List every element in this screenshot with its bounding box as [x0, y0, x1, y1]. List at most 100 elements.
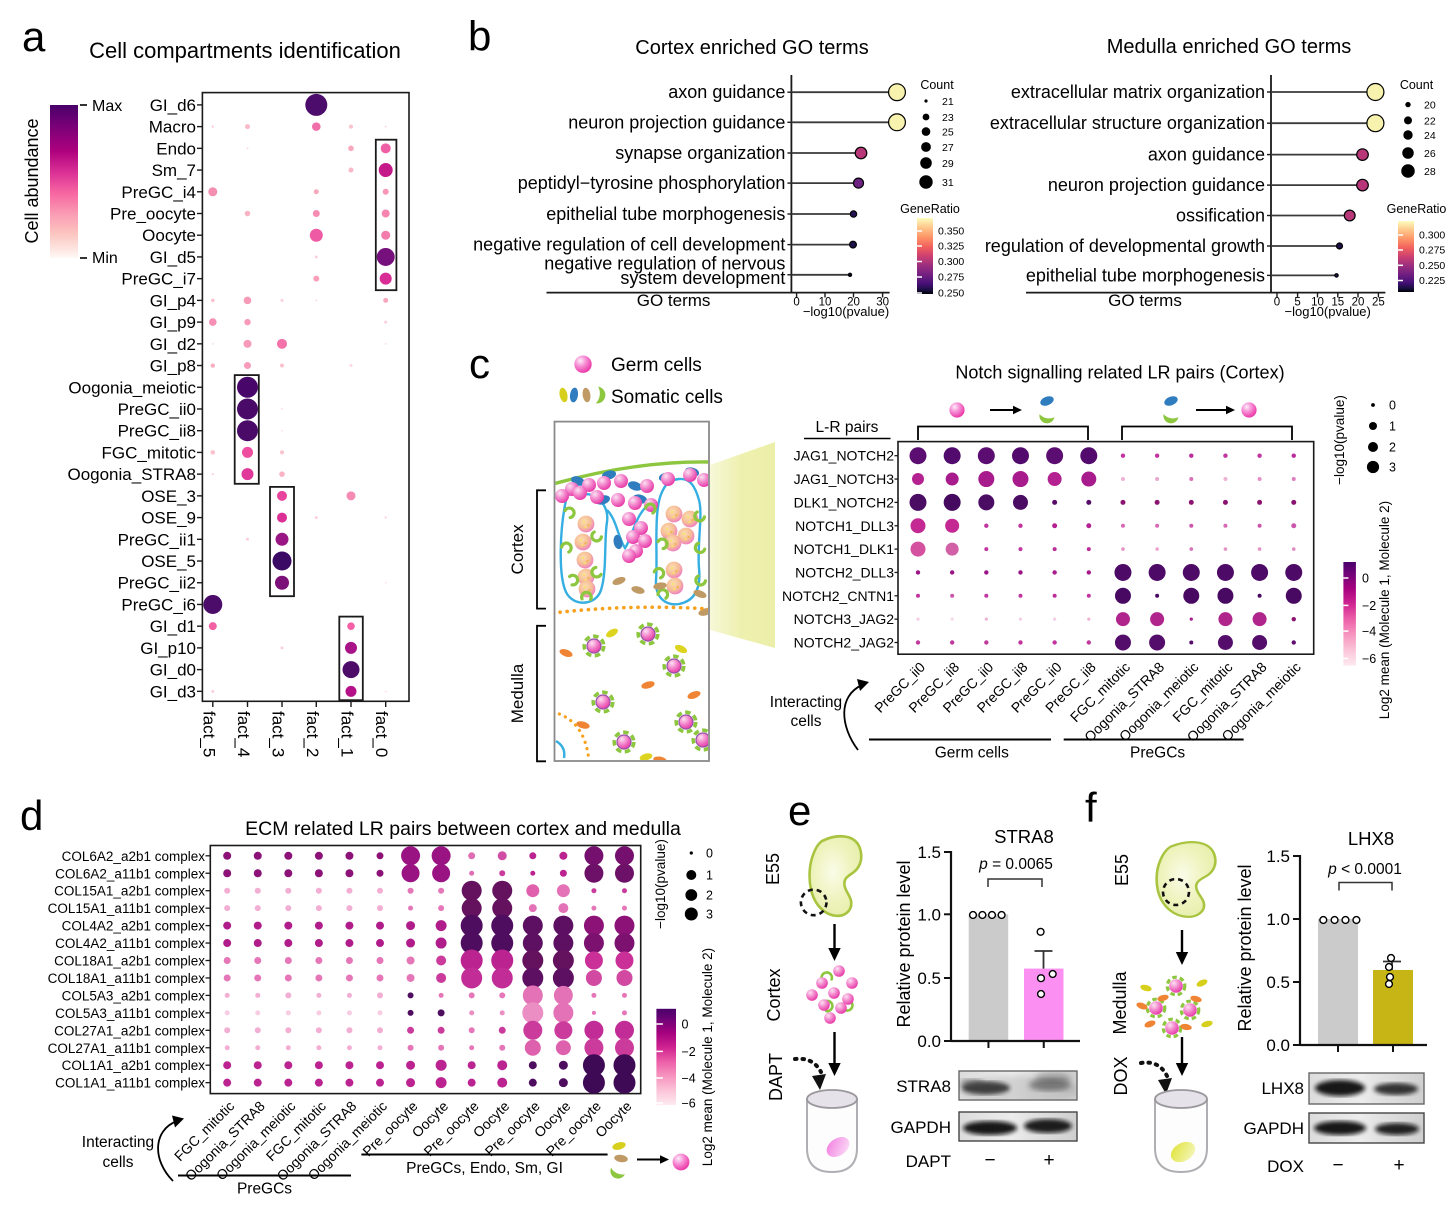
- svg-text:27: 27: [942, 142, 954, 154]
- svg-text:0.325: 0.325: [938, 241, 964, 253]
- svg-text:fact_5: fact_5: [199, 711, 218, 757]
- svg-text:DAPT: DAPT: [766, 1053, 786, 1101]
- svg-text:PreGCs, Endo, Sm, GI: PreGCs, Endo, Sm, GI: [406, 1160, 563, 1177]
- svg-text:COL18A1_a11b1 complex: COL18A1_a11b1 complex: [48, 971, 206, 986]
- svg-text:peptidyl−tyrosine phosphorylat: peptidyl−tyrosine phosphorylation: [518, 173, 786, 193]
- svg-text:Pre_oocyte: Pre_oocyte: [110, 205, 196, 224]
- svg-text:−log10(pvalue): −log10(pvalue): [803, 304, 889, 319]
- svg-text:Germ cells: Germ cells: [611, 355, 702, 376]
- svg-text:PreGC_ii8: PreGC_ii8: [118, 422, 196, 441]
- svg-text:1.0: 1.0: [917, 905, 941, 924]
- svg-text:fact_3: fact_3: [269, 711, 288, 757]
- svg-text:0: 0: [1274, 297, 1280, 309]
- svg-text:COL18A1_a2b1 complex: COL18A1_a2b1 complex: [54, 954, 205, 969]
- svg-text:fact_2: fact_2: [303, 711, 322, 757]
- svg-text:p < 0.0001: p < 0.0001: [1327, 861, 1402, 878]
- svg-text:COL6A2_a2b1 complex: COL6A2_a2b1 complex: [62, 849, 206, 864]
- svg-text:Log2 mean (Molecule 1, Molecul: Log2 mean (Molecule 1, Molecule 2): [1377, 501, 1392, 719]
- svg-text:Oogonia_STRA8: Oogonia_STRA8: [67, 465, 196, 484]
- svg-text:5: 5: [1294, 297, 1300, 309]
- svg-text:Germ cells: Germ cells: [935, 745, 1009, 762]
- svg-text:−2: −2: [1362, 599, 1376, 613]
- svg-text:regulation of developmental gr: regulation of developmental growth: [985, 236, 1265, 256]
- svg-text:PreGC_i6: PreGC_i6: [121, 595, 196, 614]
- svg-text:COL27A1_a11b1 complex: COL27A1_a11b1 complex: [48, 1041, 206, 1056]
- svg-text:GeneRatio: GeneRatio: [900, 202, 960, 216]
- svg-text:−6: −6: [682, 1097, 696, 1111]
- svg-text:−log10(pvalue): −log10(pvalue): [1285, 304, 1371, 319]
- svg-text:−4: −4: [1362, 625, 1376, 639]
- svg-text:OSE_9: OSE_9: [141, 509, 196, 528]
- svg-text:+: +: [1393, 1155, 1404, 1176]
- svg-text:0: 0: [1362, 572, 1369, 586]
- svg-text:Notch signalling related LR pa: Notch signalling related LR pairs (Corte…: [955, 363, 1284, 383]
- svg-text:25: 25: [942, 127, 954, 139]
- svg-text:GI_d0: GI_d0: [150, 661, 196, 680]
- svg-text:b: b: [468, 13, 491, 60]
- svg-text:Sm_7: Sm_7: [152, 161, 196, 180]
- svg-text:−log10(pvalue): −log10(pvalue): [653, 839, 668, 929]
- svg-text:COL4A2_a11b1 complex: COL4A2_a11b1 complex: [55, 936, 205, 951]
- svg-text:26: 26: [1424, 148, 1436, 160]
- svg-text:system development: system development: [620, 268, 785, 288]
- svg-text:0: 0: [682, 1018, 689, 1032]
- svg-text:JAG1_NOTCH2: JAG1_NOTCH2: [794, 448, 895, 464]
- svg-text:PreGC_ii0: PreGC_ii0: [118, 400, 196, 419]
- svg-text:2: 2: [1389, 441, 1396, 455]
- svg-text:epithelial tube morphogenesis: epithelial tube morphogenesis: [546, 204, 785, 224]
- svg-text:30: 30: [876, 297, 889, 309]
- svg-text:STRA8: STRA8: [994, 826, 1054, 847]
- svg-text:Count: Count: [1400, 78, 1434, 92]
- svg-text:1: 1: [1389, 420, 1396, 434]
- svg-text:Cell abundance: Cell abundance: [22, 118, 42, 243]
- svg-text:0: 0: [793, 297, 799, 309]
- svg-text:neuron projection guidance: neuron projection guidance: [1048, 175, 1265, 195]
- svg-text:COL1A1_a11b1 complex: COL1A1_a11b1 complex: [55, 1076, 205, 1091]
- svg-text:3: 3: [1389, 461, 1396, 475]
- svg-text:Max: Max: [92, 98, 122, 115]
- svg-text:epithelial tube morphogenesis: epithelial tube morphogenesis: [1026, 265, 1265, 285]
- svg-text:10: 10: [1311, 297, 1324, 309]
- svg-text:PreGC_i4: PreGC_i4: [121, 183, 196, 202]
- svg-text:GI_p9: GI_p9: [150, 313, 196, 332]
- svg-text:DOX: DOX: [1267, 1157, 1304, 1176]
- svg-text:PreGC_ii2: PreGC_ii2: [118, 574, 196, 593]
- svg-text:0.300: 0.300: [938, 256, 964, 268]
- svg-text:NOTCH3_JAG2: NOTCH3_JAG2: [794, 611, 895, 627]
- svg-text:Min: Min: [92, 250, 118, 267]
- svg-text:0.225: 0.225: [1419, 275, 1445, 287]
- svg-text:COL1A1_a2b1 complex: COL1A1_a2b1 complex: [62, 1058, 206, 1073]
- svg-text:L-R pairs: L-R pairs: [816, 419, 879, 436]
- svg-text:0: 0: [1389, 399, 1396, 413]
- svg-text:GI_d5: GI_d5: [150, 248, 196, 267]
- svg-text:JAG1_NOTCH3: JAG1_NOTCH3: [794, 471, 895, 487]
- svg-text:a: a: [22, 13, 46, 60]
- svg-text:−: −: [1332, 1155, 1343, 1176]
- svg-text:Interacting: Interacting: [770, 694, 842, 711]
- svg-text:GI_p8: GI_p8: [150, 357, 196, 376]
- svg-text:COL15A1_a2b1 complex: COL15A1_a2b1 complex: [54, 884, 205, 899]
- svg-text:NOTCH2_CNTN1: NOTCH2_CNTN1: [782, 588, 894, 604]
- svg-text:−log10(pvalue): −log10(pvalue): [1332, 395, 1347, 485]
- svg-text:c: c: [469, 340, 490, 387]
- svg-text:d: d: [20, 792, 43, 839]
- svg-text:Medulla: Medulla: [1110, 970, 1130, 1034]
- svg-text:ECM related LR pairs between c: ECM related LR pairs between cortex and …: [245, 818, 681, 840]
- svg-text:15: 15: [1331, 297, 1344, 309]
- svg-text:GI_p4: GI_p4: [150, 291, 196, 310]
- svg-text:DLK1_NOTCH2: DLK1_NOTCH2: [794, 494, 895, 510]
- svg-text:Cortex: Cortex: [764, 968, 784, 1021]
- svg-text:OSE_3: OSE_3: [141, 487, 196, 506]
- svg-text:0.5: 0.5: [917, 969, 941, 988]
- svg-text:ossification: ossification: [1176, 206, 1265, 226]
- svg-text:cells: cells: [102, 1154, 133, 1171]
- svg-text:GI_d3: GI_d3: [150, 682, 196, 701]
- svg-text:E55: E55: [763, 853, 783, 885]
- svg-text:Medulla enriched GO terms: Medulla enriched GO terms: [1107, 36, 1352, 58]
- svg-text:E55: E55: [1112, 854, 1132, 886]
- svg-text:fact_1: fact_1: [338, 711, 357, 757]
- svg-text:DAPT: DAPT: [906, 1152, 951, 1171]
- svg-text:NOTCH2_DLL3: NOTCH2_DLL3: [795, 564, 894, 580]
- svg-text:OSE_5: OSE_5: [141, 552, 196, 571]
- svg-text:24: 24: [1424, 130, 1436, 142]
